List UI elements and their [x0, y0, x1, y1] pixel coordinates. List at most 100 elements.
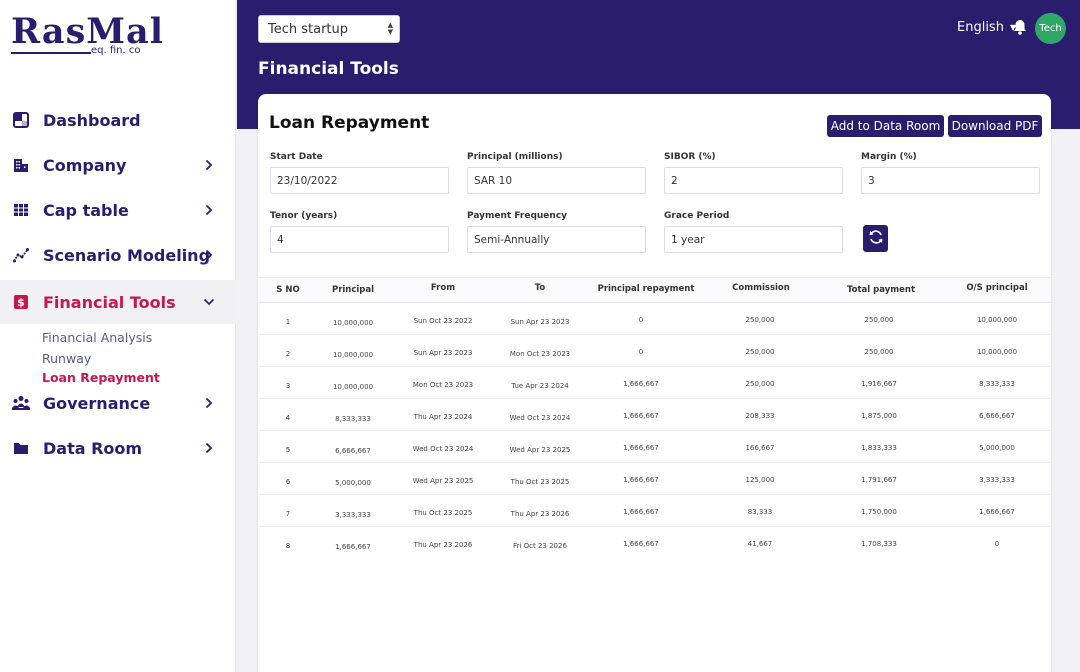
chevron-right-icon: [200, 394, 218, 412]
cell-commission: 125,000: [745, 476, 775, 484]
caret-down-icon: ▼: [1009, 23, 1017, 32]
cell-principal: 5,000,000: [335, 479, 371, 487]
sibor-field[interactable]: 2: [664, 167, 843, 194]
company-select[interactable]: Tech startup ▲ ▼: [258, 15, 400, 43]
sidebar-subitem-runway[interactable]: Runway: [42, 351, 92, 366]
logo-underline: [11, 52, 91, 54]
cell-total-payment: 1,708,333: [861, 540, 897, 548]
cell-commission: 208,333: [745, 412, 775, 420]
cell-commission: 83,333: [747, 508, 773, 516]
line-chart-icon: [12, 246, 30, 264]
sidebar-item-label: Company: [43, 155, 127, 175]
cell-principal: 10,000,000: [332, 383, 374, 391]
cell-os-principal: 10,000,000: [976, 316, 1018, 324]
logo-subtitle: eq. fin. co: [91, 45, 141, 56]
download-pdf-button[interactable]: Download PDF: [948, 115, 1042, 137]
sidebar-item-cap-table[interactable]: Cap table: [0, 188, 236, 232]
sidebar-item-dashboard[interactable]: Dashboard: [0, 98, 236, 142]
cell-sno: 1: [285, 318, 291, 326]
avatar[interactable]: Tech: [1035, 13, 1066, 44]
cell-to: Fri Oct 23 2026: [513, 542, 567, 550]
payment-frequency-field[interactable]: Semi-Annually: [467, 226, 646, 253]
tenor-field[interactable]: 4: [270, 226, 449, 253]
sidebar-item-scenario-modeling[interactable]: Scenario Modeling: [0, 233, 236, 277]
cell-commission: 250,000: [745, 380, 775, 388]
chevron-down-icon: [200, 293, 218, 311]
refresh-button[interactable]: [863, 225, 888, 252]
cell-principal-repayment: 1,666,667: [623, 444, 659, 452]
table-row: 7 3,333,333 Thu Oct 23 2025 Thu Apr 23 2…: [258, 495, 1051, 527]
grace-period-label: Grace Period: [664, 211, 730, 221]
cell-os-principal: 5,000,000: [979, 444, 1015, 452]
cell-total-payment: 250,000: [864, 316, 894, 324]
cell-principal-repayment: 0: [638, 348, 644, 356]
cell-total-payment: 250,000: [864, 348, 894, 356]
grace-period-field[interactable]: 1 year: [664, 226, 843, 253]
table-row: 4 8,333,333 Thu Apr 23 2024 Wed Oct 23 2…: [258, 399, 1051, 431]
sidebar-item-label: Governance: [43, 393, 151, 413]
cell-commission: 166,667: [745, 444, 775, 452]
loan-repayment-card: Loan Repayment Add to Data Room Download…: [258, 94, 1051, 672]
cell-principal-repayment: 1,666,667: [623, 412, 659, 420]
sidebar-item-company[interactable]: Company: [0, 143, 236, 187]
cell-sno: 5: [285, 446, 291, 454]
cell-principal: 6,666,667: [335, 447, 371, 455]
sidebar-item-label: Scenario Modeling: [43, 245, 211, 265]
cell-os-principal: 0: [994, 540, 1000, 548]
payment-frequency-label: Payment Frequency: [467, 211, 568, 221]
logo[interactable]: RasMal eq. fin. co: [11, 11, 164, 56]
cell-to: Thu Apr 23 2026: [510, 510, 570, 518]
folder-icon: [12, 439, 30, 457]
cell-principal: 3,333,333: [335, 511, 371, 519]
select-arrows-icon: ▲ ▼: [387, 21, 393, 36]
start-date-field[interactable]: 23/10/2022: [270, 167, 449, 194]
sidebar-item-financial-tools[interactable]: $ Financial Tools: [0, 280, 236, 324]
cell-to: Wed Apr 23 2025: [509, 446, 571, 454]
cell-from: Sun Oct 23 2022: [413, 317, 473, 325]
principal-field[interactable]: SAR 10: [467, 167, 646, 194]
cell-principal-repayment: 1,666,667: [623, 540, 659, 548]
add-to-data-room-button[interactable]: Add to Data Room: [827, 115, 944, 137]
column-header: S NO: [276, 285, 300, 295]
sidebar-subitem-financial-analysis[interactable]: Financial Analysis: [42, 330, 153, 345]
tenor-label: Tenor (years): [270, 211, 338, 221]
cell-from: Wed Oct 23 2024: [412, 445, 474, 453]
cell-to: Wed Oct 23 2024: [509, 414, 571, 422]
sidebar-item-governance[interactable]: Governance: [0, 381, 236, 425]
bell-icon[interactable]: [1013, 19, 1029, 37]
chevron-right-icon: [200, 439, 218, 457]
cell-from: Thu Oct 23 2025: [413, 509, 473, 517]
sidebar-item-label: Financial Tools: [43, 292, 176, 312]
sidebar-subitem-loan-repayment[interactable]: Loan Repayment: [42, 370, 160, 385]
sidebar-item-label: Cap table: [43, 200, 129, 220]
cell-principal-repayment: 1,666,667: [623, 508, 659, 516]
start-date-label: Start Date: [270, 152, 323, 162]
table-row: 5 6,666,667 Wed Oct 23 2024 Wed Apr 23 2…: [258, 431, 1051, 463]
cell-from: Wed Apr 23 2025: [412, 477, 474, 485]
refresh-icon: [868, 229, 884, 249]
cell-os-principal: 8,333,333: [979, 380, 1015, 388]
column-header: To: [534, 283, 546, 293]
cell-total-payment: 1,916,667: [861, 380, 897, 388]
cell-principal: 10,000,000: [332, 351, 374, 359]
margin-field[interactable]: 3: [861, 167, 1040, 194]
cell-sno: 6: [285, 478, 291, 486]
sidebar-item-data-room[interactable]: Data Room: [0, 426, 236, 470]
cell-principal: 8,333,333: [335, 415, 371, 423]
cell-os-principal: 6,666,667: [979, 412, 1015, 420]
chevron-right-icon: [200, 156, 218, 174]
cell-to: Mon Oct 23 2023: [509, 350, 571, 358]
dashboard-icon: [12, 111, 30, 129]
company-select-value: Tech startup: [268, 21, 349, 37]
sidebar: RasMal eq. fin. co Dashboard Company Cap…: [0, 0, 236, 672]
people-icon: [12, 394, 30, 412]
language-selector[interactable]: English ▼: [957, 20, 1016, 35]
dollar-icon: $: [12, 293, 30, 311]
cell-sno: 2: [285, 350, 291, 358]
table-row: 1 10,000,000 Sun Oct 23 2022 Sun Apr 23 …: [258, 303, 1051, 335]
cell-os-principal: 10,000,000: [976, 348, 1018, 356]
cell-sno: 8: [285, 542, 291, 550]
chevron-right-icon: [200, 201, 218, 219]
cell-from: Thu Apr 23 2026: [413, 541, 473, 549]
logo-name: RasMal: [11, 11, 164, 52]
